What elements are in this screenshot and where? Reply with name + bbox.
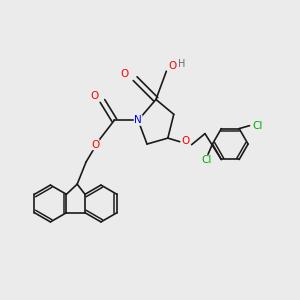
Text: O: O: [121, 69, 129, 79]
Text: O: O: [90, 91, 98, 101]
Text: Cl: Cl: [252, 121, 263, 130]
Text: O: O: [182, 136, 190, 146]
Text: O: O: [91, 140, 99, 150]
Text: O: O: [168, 61, 176, 71]
Text: H: H: [178, 59, 186, 69]
Text: Cl: Cl: [201, 155, 212, 165]
Text: N: N: [134, 115, 142, 125]
